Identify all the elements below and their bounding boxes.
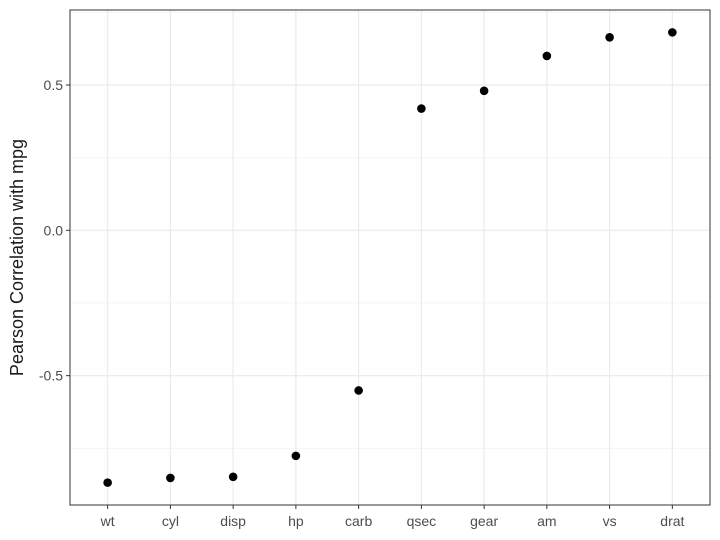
data-point-am (542, 51, 552, 61)
data-point-qsec (417, 104, 426, 113)
x-tick-label-carb: carb (345, 513, 372, 529)
x-tick-label-cyl: cyl (162, 513, 179, 529)
x-tick-label-disp: disp (220, 513, 246, 529)
x-tick-label-gear: gear (470, 513, 498, 529)
y-axis: -0.5 0.0 0.5 (39, 77, 70, 384)
data-points (103, 28, 677, 487)
data-point-carb (354, 386, 363, 395)
data-point-hp (291, 451, 301, 461)
x-tick-label-wt: wt (100, 513, 115, 529)
panel-border (69, 9, 711, 506)
x-tick-label-qsec: qsec (407, 513, 437, 529)
x-tick-label-hp: hp (288, 513, 304, 529)
data-point-gear (479, 86, 489, 96)
data-point-drat (668, 28, 677, 37)
y-axis-title: Pearson Correlation with mpg (7, 139, 27, 376)
data-point-wt (103, 478, 112, 487)
y-tick-label: -0.5 (39, 368, 63, 384)
x-axis: wt cyl disp hp carb qsec gear am vs drat (100, 505, 685, 529)
data-point-vs (605, 33, 614, 42)
x-tick-label-am: am (537, 513, 556, 529)
y-tick-label: 0.0 (44, 222, 64, 238)
data-point-disp (228, 472, 238, 482)
grid-lines (70, 10, 710, 505)
y-tick-label: 0.5 (44, 77, 64, 93)
x-tick-label-drat: drat (660, 513, 684, 529)
data-point-cyl (166, 473, 175, 483)
x-tick-label-vs: vs (603, 513, 617, 529)
